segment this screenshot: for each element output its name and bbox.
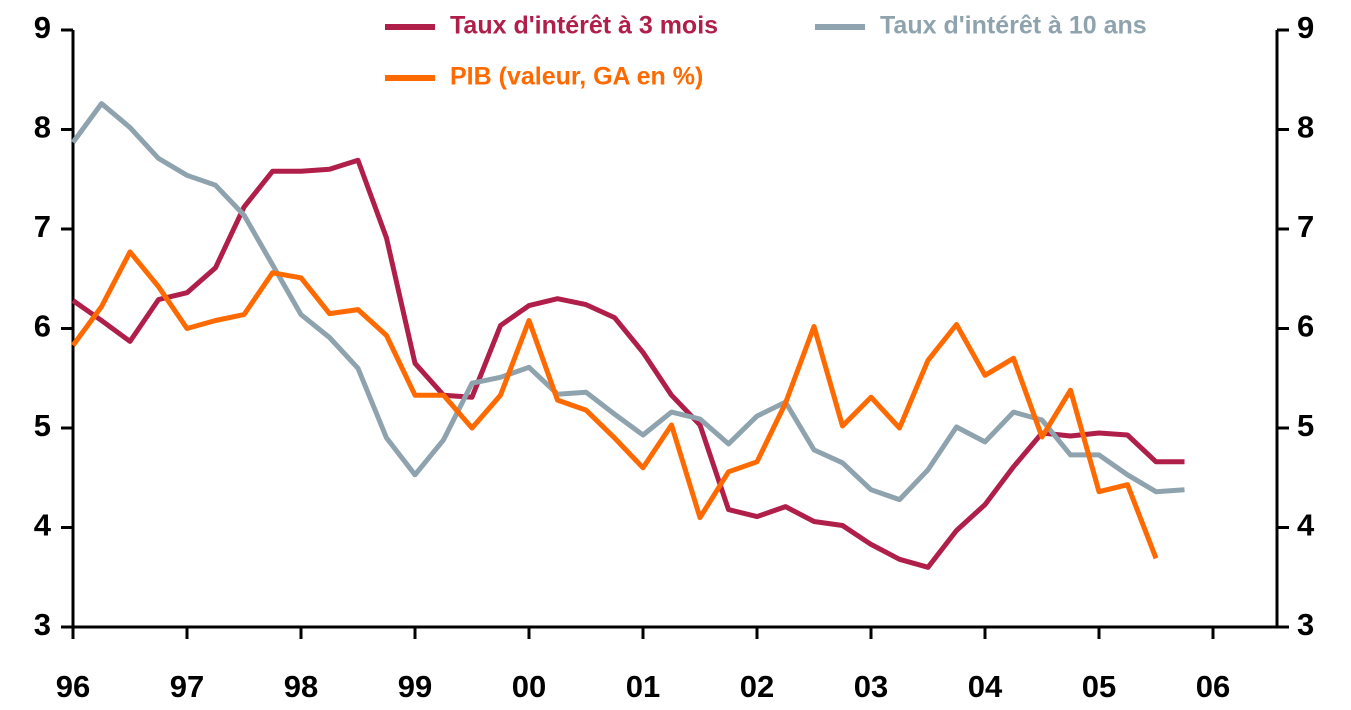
legend-label: PIB (valeur, GA en %) xyxy=(450,63,703,91)
y2-tick-label: 4 xyxy=(1297,508,1315,543)
y2-tick-label: 9 xyxy=(1297,10,1314,45)
y2-tick-label: 8 xyxy=(1297,110,1314,145)
legend-label: Taux d'intérêt à 3 mois xyxy=(450,12,718,40)
x-tick-label: 02 xyxy=(740,669,774,704)
y-tick-label: 6 xyxy=(34,309,51,344)
x-tick-label: 97 xyxy=(170,669,204,704)
x-tick-label: 98 xyxy=(284,669,318,704)
x-tick-label: 01 xyxy=(626,669,660,704)
x-tick-label: 99 xyxy=(398,669,432,704)
x-tick-label: 96 xyxy=(56,669,90,704)
series-line xyxy=(70,101,1185,503)
y-tick-label: 4 xyxy=(34,508,52,543)
y-tick-label: 8 xyxy=(34,110,51,145)
y2-tick-label: 7 xyxy=(1297,209,1314,244)
x-tick-label: 03 xyxy=(854,669,888,704)
y2-tick-label: 6 xyxy=(1297,309,1314,344)
y2-tick-label: 5 xyxy=(1297,408,1314,443)
y2-tick-label: 3 xyxy=(1297,607,1314,642)
legend-label: Taux d'intérêt à 10 ans xyxy=(880,12,1147,40)
y-tick-label: 9 xyxy=(34,10,51,45)
series-line xyxy=(71,157,1185,570)
y-tick-label: 3 xyxy=(34,607,51,642)
y-tick-label: 7 xyxy=(34,209,51,244)
series-line xyxy=(70,249,1159,560)
y-tick-label: 5 xyxy=(34,408,51,443)
x-tick-label: 00 xyxy=(512,669,546,704)
x-tick-label: 05 xyxy=(1082,669,1116,704)
x-tick-label: 06 xyxy=(1196,669,1230,704)
x-tick-label: 04 xyxy=(968,669,1003,704)
